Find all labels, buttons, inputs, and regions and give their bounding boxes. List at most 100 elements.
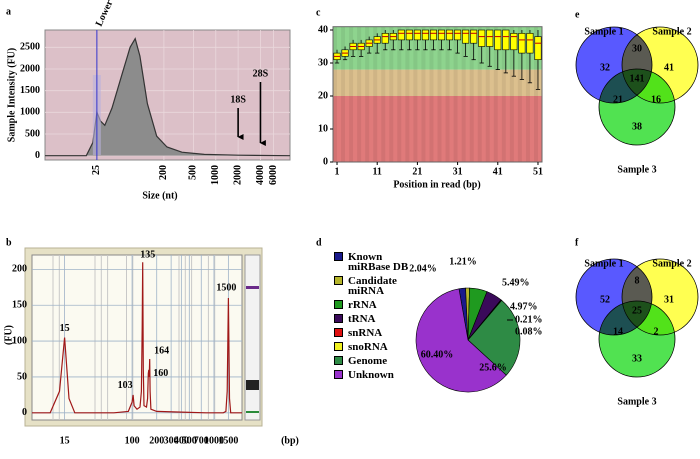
y-tick-label: 30 [318, 57, 328, 68]
y-tick-label: 10 [318, 123, 328, 134]
band-stripe [445, 26, 450, 163]
legend-item: Genome [334, 355, 412, 367]
legend-item: Known miRBase DB [334, 252, 412, 273]
panel-label: d [316, 237, 322, 248]
band-stripe [493, 26, 498, 163]
x-tick-label: 100 [125, 435, 140, 446]
venn-count: 141 [630, 73, 645, 84]
band-stripe [453, 26, 458, 163]
band-stripe [477, 26, 482, 163]
legend-swatch [334, 314, 343, 323]
legend-swatch [334, 252, 343, 261]
legend-swatch [334, 370, 343, 379]
venn-count: 14 [613, 326, 623, 337]
panel-label: b [6, 237, 12, 248]
x-tick-label: 300 [164, 435, 179, 446]
band-stripe [525, 26, 530, 163]
peak-label: 135 [140, 249, 155, 260]
pie-label: 60.40% [421, 349, 454, 360]
legend-label: Unknown [348, 369, 394, 381]
box [421, 29, 429, 41]
peak-label: 160 [153, 368, 168, 379]
legend-label: Genome [348, 355, 388, 367]
band-stripe [357, 26, 362, 163]
set-label: Sample 1 [584, 258, 623, 269]
y-tick-label: 1500 [20, 85, 40, 96]
x-tick-label: 700 [194, 435, 209, 446]
legend-swatch [334, 328, 343, 337]
box [438, 29, 446, 41]
x-tick-label: 1500 [218, 435, 238, 446]
box [502, 29, 510, 51]
legend-swatch [334, 356, 343, 365]
band-stripe [533, 26, 538, 163]
x-tick-label: 4000 [255, 165, 266, 185]
legend-item: tRNA [334, 314, 412, 325]
x-tick-label: 31 [453, 166, 463, 177]
annotation: Lower [94, 0, 116, 28]
gel-band [246, 286, 259, 289]
box [478, 29, 486, 47]
venn-circle [598, 300, 676, 378]
band-stripe [501, 26, 506, 163]
box [397, 29, 405, 41]
x-axis-label: Size (nt) [142, 190, 177, 201]
venn-count: 2 [654, 326, 659, 337]
box [486, 29, 494, 47]
legend-swatch [334, 300, 343, 309]
pie-label: 25.6% [479, 362, 507, 373]
legend: Known miRBase DB Candidate miRNA rRNA tRNA s… [334, 252, 412, 384]
box [526, 32, 534, 54]
y-tick-label: 40 [318, 24, 328, 35]
x-tick-label: 1000 [210, 165, 221, 185]
quality-band [333, 69, 542, 96]
venn-count: 52 [600, 294, 610, 305]
annotation: 18S [230, 94, 246, 105]
venn-count: 31 [664, 294, 674, 305]
box [381, 32, 389, 44]
venn [575, 26, 699, 146]
legend-label: Candidate miRNA [348, 275, 397, 297]
box [429, 29, 437, 41]
plot-area [332, 26, 543, 163]
venn [575, 258, 699, 378]
pie-label: 5.49% [502, 277, 530, 288]
line [32, 262, 242, 414]
legend-item: Candidate miRNA [334, 275, 412, 297]
legend-label: snoRNA [348, 341, 388, 353]
x-tick-label: 1 [335, 166, 340, 177]
box [494, 29, 502, 51]
venn-count: 30 [632, 43, 642, 54]
plot-area [31, 254, 243, 421]
x-tick-label: 25 [91, 165, 102, 175]
y-tick-label: 50 [17, 371, 27, 382]
band-stripe [437, 26, 442, 163]
venn-count: 32 [600, 62, 610, 73]
peak-label: 15 [60, 323, 70, 334]
legend-swatch [334, 276, 343, 285]
band-stripe [517, 26, 522, 163]
venn-count: 21 [613, 94, 623, 105]
y-tick-label: 200 [12, 264, 27, 275]
band-stripe [469, 26, 474, 163]
band-stripe [429, 26, 434, 163]
pie-label: 4.97% [510, 301, 538, 312]
box [510, 32, 518, 51]
legend-item: snoRNA [334, 341, 412, 353]
x-tick-label: 21 [412, 166, 422, 177]
y-tick-label: 500 [25, 128, 40, 139]
panel-label: a [6, 6, 11, 17]
venn-count: 41 [664, 62, 674, 73]
venn-count: 8 [635, 275, 640, 286]
band-stripe [405, 26, 410, 163]
band-stripe [413, 26, 418, 163]
legend-label: rRNA [348, 299, 377, 311]
band-stripe [461, 26, 466, 163]
peak-label: 164 [154, 345, 169, 356]
annotation: 28S [253, 68, 269, 79]
x-tick-label: 15 [60, 435, 70, 446]
pie-label: 2.04% [409, 263, 437, 274]
panel-label: c [316, 7, 321, 18]
